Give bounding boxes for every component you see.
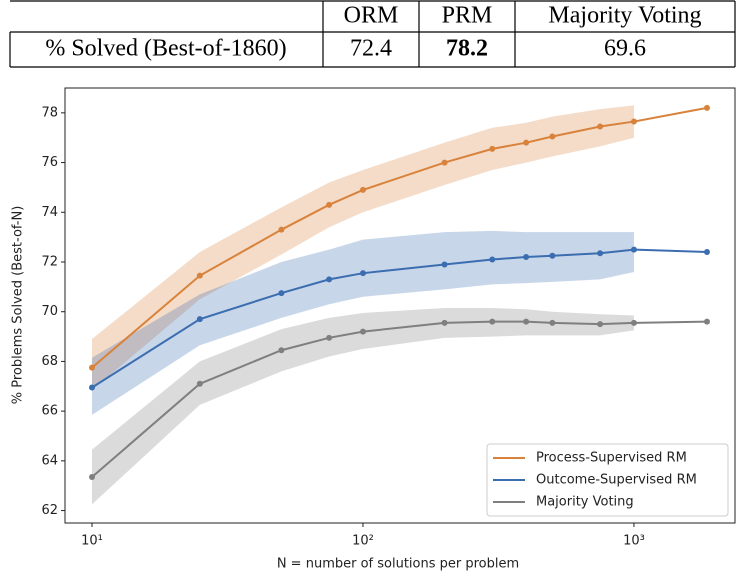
data-point: [549, 133, 556, 140]
series-line: [91, 248, 708, 389]
table-header: Majority Voting: [548, 3, 701, 29]
table-header: ORM: [344, 3, 399, 29]
legend: Process-Supervised RM Outcome-Supervised …: [486, 443, 729, 517]
data-point: [196, 272, 203, 279]
series-line: [91, 320, 707, 478]
data-point: [489, 256, 496, 263]
data-point: [597, 123, 604, 130]
data-point: [326, 276, 333, 283]
data-point: [549, 252, 556, 259]
data-point: [278, 290, 285, 297]
data-point: [278, 347, 285, 354]
y-tick-label: 76: [41, 155, 58, 170]
y-tick-label: 68: [41, 354, 58, 369]
plot-frame: [64, 87, 736, 524]
data-point: [441, 261, 448, 268]
y-tick-label: 72: [41, 255, 58, 270]
series-line: [91, 106, 708, 369]
data-point: [489, 318, 496, 325]
y-tick-label: 74: [41, 205, 58, 220]
data-point: [441, 159, 448, 166]
row-label: % Solved (Best-of-1860): [45, 36, 286, 62]
y-tick-label: 66: [41, 404, 58, 419]
data-point: [523, 318, 530, 325]
x-axis-title: N = number of solutions per problem: [277, 557, 519, 572]
data-point: [630, 118, 637, 125]
data-point: [630, 246, 637, 253]
data-point: [489, 145, 496, 152]
data-point: [196, 316, 203, 323]
data-point: [597, 321, 604, 328]
legend-box: [486, 443, 729, 517]
data-point: [523, 254, 530, 261]
data-point: [88, 384, 95, 391]
x-tick-label: 10³: [623, 534, 645, 549]
data-point: [703, 249, 710, 256]
data-point: [630, 319, 637, 326]
data-point: [549, 319, 556, 326]
data-point: [88, 364, 95, 371]
data-point: [88, 474, 95, 481]
data-point: [359, 270, 366, 277]
data-point: [523, 139, 530, 146]
x-tick-label: 10²: [352, 534, 374, 549]
data-point: [359, 328, 366, 335]
data-point: [441, 319, 448, 326]
data-point: [278, 226, 285, 233]
data-point: [703, 104, 710, 111]
legend-label: Majority Voting: [536, 495, 634, 510]
data-point: [703, 318, 710, 325]
results-table: ORM PRM Majority Voting % Solved (Best-o…: [9, 0, 736, 68]
confidence-band: [91, 230, 634, 415]
y-axis-title: % Problems Solved (Best-of-N): [11, 206, 26, 405]
y-tick-label: 64: [41, 453, 58, 468]
confidence-band: [91, 307, 634, 505]
table-cell: 78.2: [446, 36, 488, 62]
confidence-band: [91, 105, 634, 391]
table-header: PRM: [442, 3, 493, 29]
data-point: [326, 334, 333, 341]
x-tick-label: 10¹: [81, 534, 103, 549]
legend-label: Outcome-Supervised RM: [536, 473, 697, 488]
table-cell: 69.6: [604, 36, 646, 62]
data-point: [359, 186, 366, 193]
data-point: [326, 201, 333, 208]
y-tick-label: 70: [41, 304, 58, 319]
y-tick-label: 78: [41, 105, 58, 120]
y-tick-label: 62: [41, 503, 58, 518]
data-point: [597, 250, 604, 257]
data-point: [196, 380, 203, 387]
table-cell: 72.4: [350, 36, 392, 62]
legend-label: Process-Supervised RM: [536, 451, 687, 466]
